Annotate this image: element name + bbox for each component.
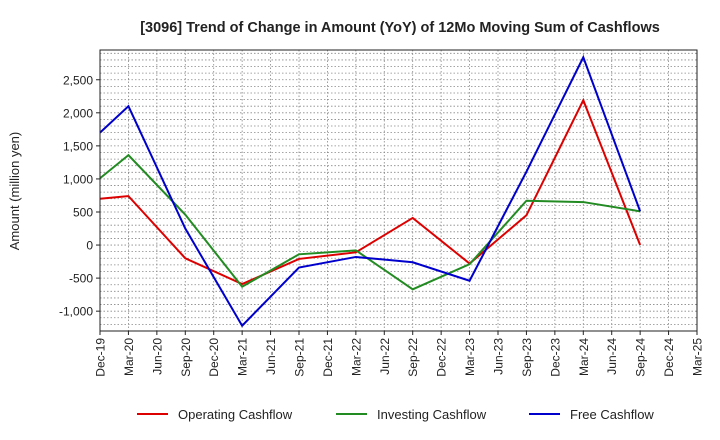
x-tick-label: Dec-22 [435,338,449,377]
y-tick-label: 1,000 [63,172,93,186]
x-tick-label: Sep-21 [293,338,307,377]
y-tick-label: 1,500 [63,139,93,153]
legend: Operating Cashflow Investing Cashflow Free… [137,407,654,422]
x-tick-label: Jun-24 [605,338,619,375]
x-tick-label: Mar-21 [236,338,250,376]
x-tick-label: Dec-24 [662,338,676,377]
x-tick-label: Mar-25 [691,338,705,376]
x-tick-label: Sep-20 [179,338,193,377]
x-tick-label: Mar-23 [463,338,477,376]
y-tick-label: 2,000 [63,106,93,120]
series-line-investing-cashflow [99,153,641,291]
x-tick-label: Jun-20 [150,338,164,375]
y-tick-label: 2,500 [63,73,93,87]
y-axis-ticks: -1,000 -500 0 500 1,000 1,500 2,000 2,500 [59,73,100,319]
y-tick-label: 0 [86,239,93,253]
x-tick-label: Sep-23 [520,338,534,377]
legend-label: Investing Cashflow [377,407,487,422]
y-axis-label: Amount (million yen) [7,132,22,251]
series-lines [99,54,642,328]
legend-item: Free Cashflow [529,407,654,422]
series-line-operating-cashflow [99,97,642,286]
chart-title: [3096] Trend of Change in Amount (YoY) o… [140,20,660,36]
x-tick-label: Dec-19 [94,338,108,377]
x-tick-label: Dec-21 [321,338,335,377]
x-tick-label: Jun-23 [492,338,506,375]
plot-area-frame [99,49,698,332]
legend-item: Operating Cashflow [137,407,293,422]
grid-lines [99,50,698,332]
x-tick-label: Dec-20 [207,338,221,377]
legend-label: Free Cashflow [570,407,654,422]
x-tick-label: Mar-24 [577,338,591,376]
legend-item: Investing Cashflow [336,407,487,422]
x-tick-label: Sep-22 [406,338,420,377]
y-tick-label: 500 [73,205,93,219]
x-tick-label: Jun-21 [264,338,278,375]
x-tick-label: Mar-20 [122,338,136,376]
x-tick-label: Mar-22 [349,338,363,376]
series-line-free-cashflow [99,54,642,328]
y-tick-label: -500 [69,272,93,286]
y-tick-label: -1,000 [59,305,93,319]
legend-label: Operating Cashflow [178,407,293,422]
x-tick-label: Sep-24 [634,338,648,377]
x-axis-ticks: Dec-19 Mar-20 Jun-20 Sep-20 Dec-20 Mar-21 Jun-… [94,331,705,377]
x-tick-label: Jun-22 [378,338,392,375]
x-tick-label: Dec-23 [548,338,562,377]
